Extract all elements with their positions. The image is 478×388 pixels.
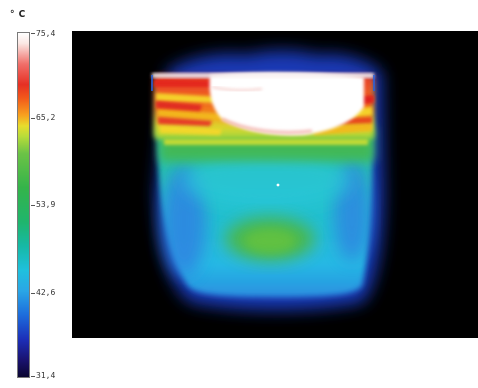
temperature-unit-label: ° C: [10, 9, 26, 20]
scale-tick: [31, 205, 35, 206]
thermal-heatmap: [151, 50, 384, 311]
color-scale-bar: [17, 32, 30, 378]
scale-tick-label: 65,2: [36, 113, 56, 122]
scale-tick: [31, 118, 35, 119]
scale-tick-label: 53,9: [36, 200, 56, 209]
scale-tick: [31, 376, 35, 377]
scale-tick-label-min: 31,4: [36, 371, 56, 380]
scale-tick: [31, 293, 35, 294]
scale-tick-label: 42,6: [36, 288, 56, 297]
thermal-image: [72, 31, 478, 338]
scale-tick: [31, 33, 35, 34]
scale-tick-label-max: 75,4: [36, 29, 56, 38]
